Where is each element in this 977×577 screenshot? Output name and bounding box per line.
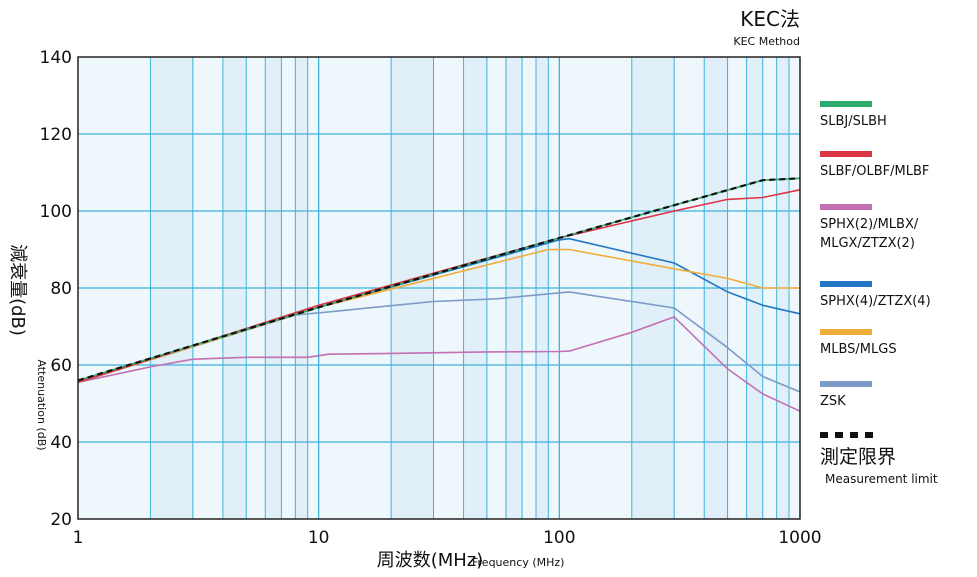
legend-label-limit-en: Measurement limit	[825, 472, 938, 486]
plot-frame	[77, 56, 801, 520]
series-line-slbf-olbf-mlbf	[77, 189, 801, 384]
y-tick-label: 120	[40, 125, 72, 145]
legend-swatch	[820, 381, 872, 387]
tick-labels: 20 40 60 80 100 120 140 1 10 100 1000	[40, 48, 822, 548]
series-layer	[77, 177, 801, 412]
legend-label: SLBJ/SLBH	[820, 114, 887, 129]
x-tick-label: 10	[308, 528, 330, 548]
measurement-limit-line	[77, 177, 801, 382]
legend-label: SPHX(2)/MLBX/	[820, 217, 919, 232]
legend-label: SLBF/OLBF/MLBF	[820, 164, 929, 179]
x-tick-label: 1000	[778, 528, 821, 548]
legend-swatch-limit	[820, 432, 828, 438]
y-tick-label: 100	[40, 202, 72, 222]
legend-swatch	[820, 204, 872, 210]
x-axis-label: 周波数(MHz)	[377, 550, 484, 571]
legend-swatch	[820, 281, 872, 287]
y-tick-label: 40	[50, 433, 72, 453]
x-tick-label: 100	[543, 528, 575, 548]
legend-label: ZSK	[820, 394, 846, 409]
legend-label: SPHX(4)/ZTZX(4)	[820, 294, 931, 309]
legend: SLBJ/SLBH SLBF/OLBF/MLBF SPHX(2)/MLBX/MLGX…	[820, 101, 938, 486]
y-tick-label: 80	[50, 279, 72, 299]
legend-swatch-limit	[835, 432, 843, 438]
legend-swatch	[820, 151, 872, 157]
chart-title: KEC法	[740, 7, 800, 31]
y-tick-label: 60	[50, 356, 72, 376]
y-axis-label-en: Attenuation (dB)	[35, 359, 48, 450]
legend-swatch	[820, 329, 872, 335]
y-tick-label: 20	[50, 510, 72, 530]
legend-swatch-limit	[850, 432, 858, 438]
chart-subtitle: KEC Method	[733, 35, 800, 48]
x-tick-label: 1	[73, 528, 84, 548]
series-line-mlbs-mlgs	[77, 248, 800, 384]
legend-swatch	[820, 101, 872, 107]
legend-swatch-limit	[865, 432, 873, 438]
y-axis-label: 減衰量(dB)	[7, 244, 28, 336]
legend-label: MLBS/MLGS	[820, 342, 897, 357]
legend-label: MLGX/ZTZX(2)	[820, 236, 915, 251]
x-axis-label-en: Frequency (MHz)	[472, 556, 564, 569]
y-tick-label: 140	[40, 48, 72, 68]
series-line-zsk	[77, 291, 801, 393]
series-line-sphx-2-mlbx-mlgx-ztzx-2-	[77, 316, 801, 412]
legend-label-limit: 測定限界	[820, 446, 896, 468]
